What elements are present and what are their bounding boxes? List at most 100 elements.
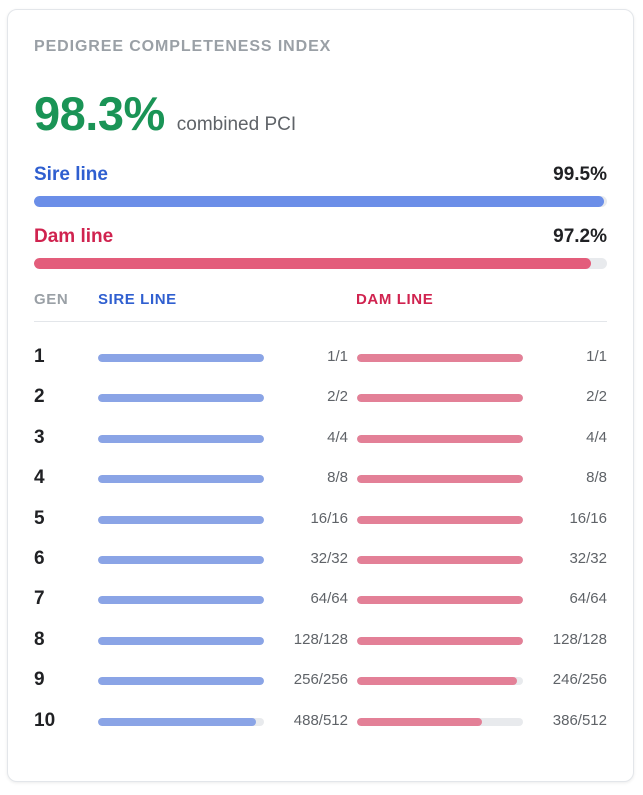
- dam-line-percent: 97.2%: [553, 226, 607, 247]
- sire-line-count: 2/2: [327, 388, 348, 406]
- sire-line-bar-fill: [98, 475, 264, 484]
- dam-line-count: 1/1: [586, 348, 607, 365]
- sire-line-count: 128/128: [293, 630, 348, 648]
- table-row: 3 4/4 4/4: [34, 420, 607, 460]
- dam-line-bar-track: [357, 677, 523, 686]
- sire-line-bar-track: [98, 596, 264, 605]
- sire-line-bar-track: [98, 515, 264, 524]
- generation-number: 4: [34, 467, 45, 489]
- sire-line-bar-fill: [98, 677, 264, 686]
- sire-line-progress-fill: [34, 196, 605, 207]
- sire-line-label: Sire line: [34, 164, 108, 185]
- generation-number: 7: [34, 588, 45, 610]
- generation-table: GEN SIRE LINE DAM LINE 1 1/1 1/1 2 2/2 2/2 3 4/…: [34, 290, 607, 731]
- table-header: GEN SIRE LINE DAM LINE: [34, 290, 607, 322]
- sire-line-bar-track: [98, 354, 264, 362]
- header-dam-line: DAM LINE: [356, 291, 434, 308]
- dam-line-count: 64/64: [569, 590, 607, 608]
- table-row: 9 256/256 246/256: [34, 662, 607, 702]
- sire-line-summary: Sire line 99.5%: [34, 162, 607, 207]
- sire-line-bar-track: [98, 394, 264, 403]
- generation-number: 8: [34, 628, 45, 650]
- dam-line-bar-track: [357, 394, 523, 403]
- dam-line-bar-track: [357, 434, 523, 443]
- table-row: 5 16/16 16/16: [34, 501, 607, 541]
- dam-line-bar-fill: [357, 475, 523, 484]
- sire-line-bar-track: [98, 556, 264, 564]
- dam-line-bar-track: [357, 636, 523, 645]
- table-row: 7 64/64 64/64: [34, 581, 607, 621]
- dam-line-count: 128/128: [552, 630, 607, 648]
- generation-number: 1: [34, 346, 45, 367]
- sire-line-count: 32/32: [310, 550, 348, 567]
- generation-number: 9: [34, 669, 45, 691]
- combined-pci-label: combined PCI: [176, 114, 297, 135]
- dam-line-bar-fill: [357, 677, 517, 686]
- sire-line-count: 4/4: [327, 428, 348, 446]
- table-row: 6 32/32 32/32: [34, 541, 607, 581]
- dam-line-bar-fill: [357, 434, 523, 443]
- combined-pci-value: 98.3%: [34, 87, 165, 140]
- sire-line-progress-track: [34, 196, 607, 207]
- sire-line-count: 1/1: [327, 348, 348, 365]
- dam-line-bar-fill: [357, 596, 523, 605]
- dam-line-count: 8/8: [586, 469, 607, 487]
- dam-line-count: 246/256: [552, 671, 607, 689]
- sire-line-count: 8/8: [327, 469, 348, 487]
- dam-line-bar-track: [357, 354, 523, 362]
- sire-line-count: 16/16: [310, 509, 348, 527]
- dam-line-bar-fill: [357, 636, 523, 645]
- dam-line-bar-fill: [357, 556, 523, 564]
- sire-line-bar-fill: [98, 515, 264, 524]
- dam-line-bar-track: [357, 717, 523, 726]
- header-sire-line: SIRE LINE: [98, 291, 177, 308]
- sire-line-bar-track: [98, 717, 264, 726]
- dam-line-bar-track: [357, 475, 523, 484]
- sire-line-bar-track: [98, 475, 264, 484]
- dam-line-progress-fill: [34, 258, 591, 269]
- table-row: 2 2/2 2/2: [34, 379, 607, 419]
- sire-line-bar-fill: [98, 636, 264, 645]
- sire-line-percent: 99.5%: [553, 164, 607, 185]
- sire-line-count: 256/256: [293, 671, 348, 689]
- dam-line-bar-track: [357, 556, 523, 564]
- sire-line-bar-track: [98, 434, 264, 443]
- generation-number: 6: [34, 548, 45, 569]
- dam-line-count: 16/16: [569, 509, 607, 527]
- combined-score: 98.3% combined PCI: [34, 86, 296, 141]
- sire-line-bar-fill: [98, 394, 264, 403]
- dam-line-bar-fill: [357, 717, 483, 726]
- dam-line-count: 32/32: [569, 550, 607, 567]
- generation-number: 2: [34, 386, 45, 408]
- dam-line-label: Dam line: [34, 226, 114, 247]
- dam-line-bar-fill: [357, 515, 523, 524]
- dam-line-count: 4/4: [586, 428, 607, 446]
- generation-number: 10: [34, 709, 56, 731]
- generation-number: 3: [34, 426, 45, 448]
- header-gen: GEN: [34, 291, 69, 308]
- dam-line-summary: Dam line 97.2%: [34, 224, 607, 269]
- sire-line-bar-fill: [98, 434, 264, 443]
- sire-line-bar-fill: [98, 556, 264, 564]
- table-row: 8 128/128 128/128: [34, 622, 607, 662]
- sire-line-count: 488/512: [293, 711, 348, 729]
- generation-number: 5: [34, 507, 45, 529]
- dam-line-bar-track: [357, 596, 523, 605]
- sire-line-count: 64/64: [310, 590, 348, 608]
- dam-line-progress-track: [34, 258, 607, 269]
- table-row: 1 1/1 1/1: [34, 339, 607, 379]
- pci-card: PEDIGREE COMPLETENESS INDEX 98.3% combin…: [7, 9, 634, 782]
- sire-line-bar-fill: [98, 354, 264, 362]
- dam-line-count: 386/512: [552, 711, 607, 729]
- dam-line-bar-track: [357, 515, 523, 524]
- dam-line-count: 2/2: [586, 388, 607, 406]
- dam-line-bar-fill: [357, 394, 523, 403]
- sire-line-bar-track: [98, 636, 264, 645]
- sire-line-bar-fill: [98, 596, 264, 605]
- card-title: PEDIGREE COMPLETENESS INDEX: [34, 38, 332, 55]
- dam-line-bar-fill: [357, 354, 523, 362]
- table-row: 10 488/512 386/512: [34, 703, 607, 743]
- sire-line-bar-track: [98, 677, 264, 686]
- table-row: 4 8/8 8/8: [34, 460, 607, 500]
- sire-line-bar-fill: [98, 717, 257, 726]
